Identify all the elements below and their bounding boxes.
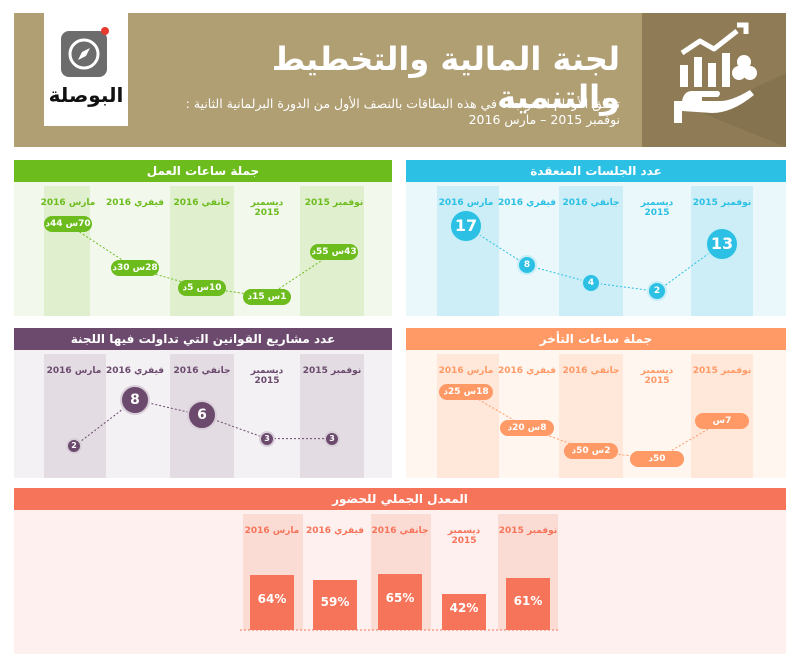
month-label: ديسمبر 2015 — [250, 198, 284, 218]
month-label: فيفري 2016 — [305, 526, 365, 536]
month-label: مارس 2016 — [40, 198, 96, 208]
bills-point: 8 — [120, 384, 150, 415]
month-label: فيفري 2016 — [497, 198, 557, 208]
month-label: ديسمبر 2015 — [447, 526, 481, 546]
month-label: مارس 2016 — [438, 198, 494, 208]
delay-point: 2س 50د — [564, 443, 618, 459]
sessions-point: 13 — [705, 226, 739, 261]
bills-point: 2 — [66, 438, 82, 455]
attendance-bar: 61% — [506, 577, 550, 630]
delay-title: جملة ساعات التأخر — [406, 328, 786, 350]
delay-point: 50د — [630, 451, 684, 467]
sessions-point: 2 — [647, 281, 667, 302]
working-hours-point: 43س 55د — [310, 244, 358, 261]
month-label: نوفمبر 2015 — [498, 526, 558, 536]
month-label: جانفي 2016 — [562, 366, 620, 376]
working-hours-point: 1س 15د — [243, 288, 291, 305]
month-label: مارس 2016 — [244, 526, 300, 536]
sessions-title: عدد الجلسات المنعقدة — [406, 160, 786, 182]
subtitle-line-1: تتعلق الأرقام المتواجدة في هذه البطاقات … — [185, 96, 620, 111]
page-title: لجنة المالية والتخطيط والتنمية — [271, 40, 620, 116]
bills-point: 3 — [259, 430, 275, 447]
attendance-bar: 59% — [313, 579, 357, 630]
bills-title: عدد مشاريع القوانين التي تداولت فيها الل… — [14, 328, 392, 350]
compass-logo-icon — [61, 31, 107, 77]
month-label: مارس 2016 — [438, 366, 494, 376]
page-subtitle: تتعلق الأرقام المتواجدة في هذه البطاقات … — [150, 96, 620, 128]
month-label: ديسمبر 2015 — [250, 366, 284, 386]
working-hours-point: 10س 5د — [178, 279, 226, 296]
month-label: جانفي 2016 — [173, 198, 231, 208]
delay-point: 8س 20د — [500, 420, 554, 436]
logo-dot — [101, 27, 109, 35]
logo-text: البوصلة — [48, 83, 124, 107]
finance-icon-box — [642, 13, 786, 147]
delay-point: 7س — [695, 413, 749, 429]
month-label: نوفمبر 2015 — [304, 198, 364, 208]
growth-hand-icon — [674, 22, 786, 147]
month-label: جانفي 2016 — [173, 366, 231, 376]
sessions-point: 4 — [581, 272, 601, 293]
working-hours-point: 28س 30د — [111, 260, 159, 277]
working-hours-point: 70س 44د — [44, 216, 92, 233]
month-label: ديسمبر 2015 — [640, 198, 674, 218]
delay-point: 18س 25د — [439, 384, 493, 400]
month-label: نوفمبر 2015 — [692, 366, 752, 376]
sessions-point: 8 — [517, 255, 537, 276]
bills-point: 3 — [324, 430, 340, 447]
month-label: مارس 2016 — [46, 366, 102, 376]
month-label: فيفري 2016 — [497, 366, 557, 376]
bills-point: 6 — [187, 400, 217, 431]
month-label: فيفري 2016 — [105, 366, 165, 376]
month-label: نوفمبر 2015 — [302, 366, 362, 376]
month-label: ديسمبر 2015 — [640, 366, 674, 386]
month-label: فيفري 2016 — [105, 198, 165, 208]
attendance-title: المعدل الجملي للحضور — [14, 488, 786, 510]
attendance-bar: 64% — [250, 575, 294, 630]
subtitle-line-2: نوفمبر 2015 – مارس 2016 — [468, 112, 620, 127]
working-hours-title: جملة ساعات العمل — [14, 160, 392, 182]
month-label: نوفمبر 2015 — [692, 198, 752, 208]
month-label: جانفي 2016 — [562, 198, 620, 208]
sessions-point: 17 — [449, 209, 483, 244]
attendance-bar: 65% — [378, 574, 422, 630]
month-label: جانفي 2016 — [371, 526, 429, 536]
attendance-bar: 42% — [442, 594, 486, 630]
